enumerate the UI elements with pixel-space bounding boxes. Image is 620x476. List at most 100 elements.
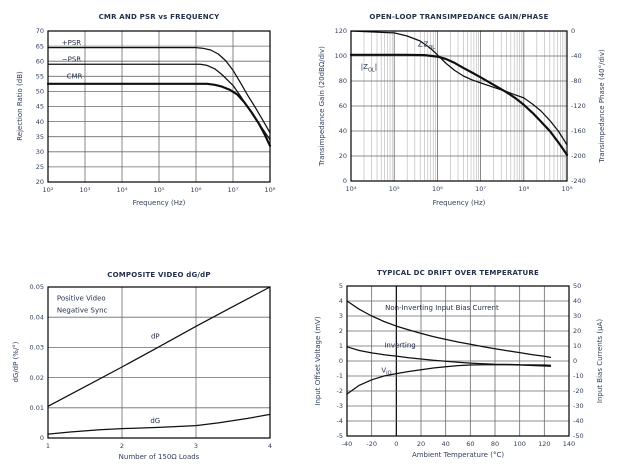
svg-text:80: 80	[339, 77, 347, 85]
svg-text:20: 20	[417, 440, 425, 448]
svg-text:+PSR: +PSR	[62, 39, 82, 47]
svg-text:0.04: 0.04	[30, 313, 44, 321]
svg-text:-80: -80	[571, 77, 582, 85]
svg-text:-30: -30	[573, 402, 584, 410]
svg-text:0: 0	[339, 357, 343, 365]
transimpedance-x-axis-label: Frequency (Hz)	[432, 199, 486, 207]
svg-text:0: 0	[571, 27, 575, 35]
svg-text:10⁴: 10⁴	[117, 186, 128, 194]
svg-text:100: 100	[513, 440, 525, 448]
svg-text:2: 2	[339, 327, 343, 335]
svg-text:60: 60	[466, 440, 474, 448]
svg-text:3: 3	[194, 442, 198, 450]
svg-text:70: 70	[36, 27, 44, 35]
svg-text:10³: 10³	[80, 186, 91, 194]
svg-text:10²: 10²	[43, 186, 54, 194]
svg-text:30: 30	[36, 148, 44, 156]
svg-text:45: 45	[36, 103, 44, 111]
svg-text:65: 65	[36, 42, 44, 50]
svg-text:40: 40	[339, 127, 347, 135]
svg-text:60: 60	[339, 102, 347, 110]
svg-text:4: 4	[339, 297, 343, 305]
svg-text:-40: -40	[342, 440, 353, 448]
svg-text:0.02: 0.02	[30, 374, 44, 382]
svg-text:-1: -1	[337, 372, 343, 380]
svg-text:-4: -4	[337, 417, 343, 425]
svg-text:120: 120	[335, 27, 347, 35]
svg-text:-40: -40	[573, 417, 584, 425]
svg-text:55: 55	[36, 73, 44, 81]
svg-text:CMR: CMR	[67, 72, 83, 80]
svg-text:80: 80	[491, 440, 499, 448]
svg-text:1: 1	[339, 342, 343, 350]
svg-text:2: 2	[120, 442, 124, 450]
transimpedance-gain-axis-label: Transimpedance Gain (20dBΩ/div)	[318, 46, 326, 166]
svg-text:∠ZOL: ∠ZOL	[417, 41, 435, 51]
svg-text:10: 10	[573, 342, 581, 350]
svg-text:-20: -20	[366, 440, 377, 448]
svg-text:20: 20	[339, 152, 347, 160]
composite-video-chart-title: COMPOSITE VIDEO dG/dP	[107, 271, 211, 279]
svg-text:-3: -3	[337, 402, 343, 410]
svg-text:dP: dP	[151, 332, 160, 340]
svg-text:40: 40	[36, 118, 44, 126]
cmr-psr-plot-area: 10² 10³ 10⁴ 10⁵ 10⁶ 10⁷ 10⁸ 20 25 30 35 40 45 50 55 60 6…	[36, 27, 276, 194]
svg-text:3: 3	[339, 312, 343, 320]
composite-video-plot-area: 1 2 3 4 0 0.01 0.02 0.03 0.04 0.05 Positive Video N…	[30, 283, 273, 450]
dc-drift-plot-area: -40 -20 0 20 40 60 80 100 120 140-5-4-3-2-1012345…	[337, 282, 584, 448]
svg-text:-240: -240	[571, 177, 586, 185]
svg-text:-160: -160	[571, 127, 586, 135]
dc-drift-chart-title: TYPICAL DC DRIFT OVER TEMPERATURE	[377, 269, 539, 277]
cmr-psr-x-axis-label: Frequency (Hz)	[132, 199, 186, 207]
dc-drift-offset-axis-label: Input Offset Voltage (mV)	[314, 316, 322, 406]
svg-text:0: 0	[40, 434, 44, 442]
svg-text:50: 50	[36, 88, 44, 96]
svg-text:−PSR: −PSR	[62, 56, 82, 64]
svg-text:dG: dG	[150, 417, 160, 425]
svg-text:1: 1	[46, 442, 50, 450]
svg-text:10⁷: 10⁷	[475, 185, 486, 193]
svg-text:10⁶: 10⁶	[191, 186, 202, 194]
svg-text:-20: -20	[573, 387, 584, 395]
svg-text:-10: -10	[573, 372, 584, 380]
svg-text:10⁹: 10⁹	[562, 185, 573, 193]
svg-text:-200: -200	[571, 152, 586, 160]
transimpedance-plot-area: 10⁴ 10⁵ 10⁶ 10⁷ 10⁸ 10⁹ 0 20 40 60 80 100 120 0 -40 -80…	[335, 27, 586, 193]
composite-video-x-axis-label: Number of 150Ω Loads	[118, 453, 200, 461]
svg-text:40: 40	[573, 297, 581, 305]
svg-text:60: 60	[36, 57, 44, 65]
svg-text:VIO: VIO	[381, 366, 391, 376]
svg-text:0.05: 0.05	[30, 283, 44, 291]
svg-text:-5: -5	[337, 432, 343, 440]
svg-text:10⁷: 10⁷	[228, 186, 239, 194]
transimpedance-chart-title: OPEN-LOOP TRANSIMPEDANCE GAIN/PHASE	[369, 13, 549, 21]
svg-text:10⁴: 10⁴	[346, 185, 357, 193]
svg-text:0: 0	[394, 440, 398, 448]
svg-text:-2: -2	[337, 387, 343, 395]
transimpedance-phase-axis-label: Transimpedance Phase (40°/div)	[598, 49, 606, 163]
svg-text:120: 120	[538, 440, 550, 448]
dc-drift-bias-axis-label: Input Bias Currents (µA)	[596, 318, 604, 404]
svg-text:|ZOL|: |ZOL|	[361, 63, 377, 73]
svg-text:0.03: 0.03	[30, 344, 44, 352]
svg-text:10⁸: 10⁸	[518, 185, 529, 193]
svg-text:10⁵: 10⁵	[389, 185, 400, 193]
svg-text:0: 0	[573, 357, 577, 365]
svg-text:Inverting: Inverting	[384, 342, 415, 350]
svg-text:30: 30	[573, 312, 581, 320]
svg-text:Non-Inverting Input Bias Curre: Non-Inverting Input Bias Current	[385, 304, 499, 312]
svg-text:5: 5	[339, 282, 343, 290]
svg-text:20: 20	[573, 327, 581, 335]
svg-text:10⁶: 10⁶	[432, 185, 443, 193]
svg-text:-50: -50	[573, 432, 584, 440]
svg-text:10⁵: 10⁵	[154, 186, 165, 194]
svg-text:50: 50	[573, 282, 581, 290]
svg-text:0: 0	[343, 177, 347, 185]
svg-text:140: 140	[563, 440, 575, 448]
composite-video-y-axis-label: dG/dP (%/°)	[12, 341, 20, 383]
svg-text:40: 40	[442, 440, 450, 448]
cmr-psr-chart-title: CMR AND PSR vs FREQUENCY	[98, 13, 220, 21]
svg-text:100: 100	[335, 52, 347, 60]
cmr-psr-y-axis-label: Rejection Ratio (dB)	[16, 71, 24, 141]
